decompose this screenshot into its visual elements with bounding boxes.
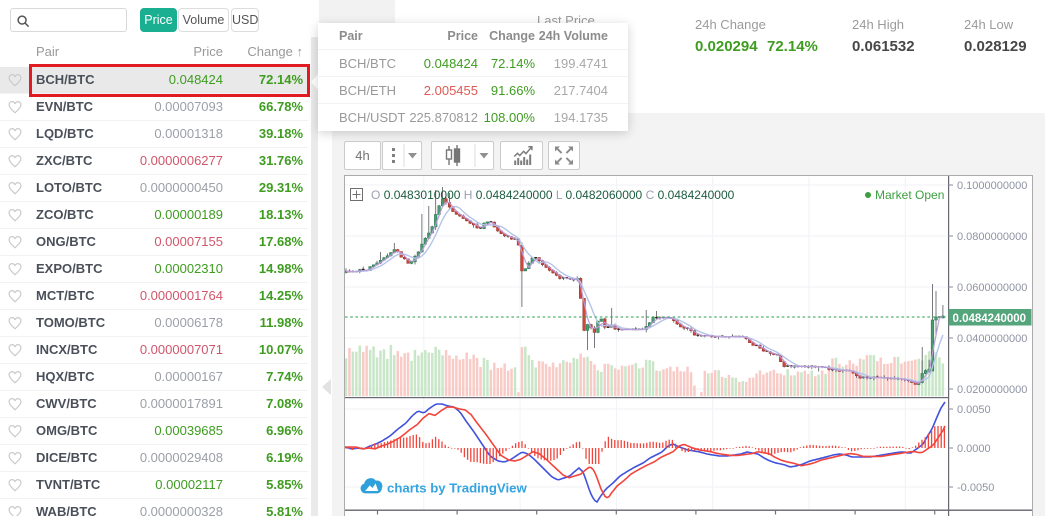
svg-text:O 0.0483010000 H 0.0484240000: O 0.0483010000 H 0.0484240000 L 0.048206… xyxy=(371,188,735,202)
svg-text:0.0484240000: 0.0484240000 xyxy=(953,313,1027,325)
svg-text:0.0200000000: 0.0200000000 xyxy=(957,384,1027,396)
svg-text:0.0400000000: 0.0400000000 xyxy=(957,333,1027,345)
svg-text:0.1000000000: 0.1000000000 xyxy=(957,180,1027,192)
svg-text:0.0600000000: 0.0600000000 xyxy=(957,282,1027,294)
svg-text:Market Open: Market Open xyxy=(875,188,944,202)
svg-text:charts by TradingView: charts by TradingView xyxy=(387,481,527,496)
svg-text:0.0050: 0.0050 xyxy=(957,404,991,416)
svg-text:0.0800000000: 0.0800000000 xyxy=(957,231,1027,243)
svg-text:0.0000: 0.0000 xyxy=(957,443,991,455)
svg-text:-0.0050: -0.0050 xyxy=(957,482,994,494)
